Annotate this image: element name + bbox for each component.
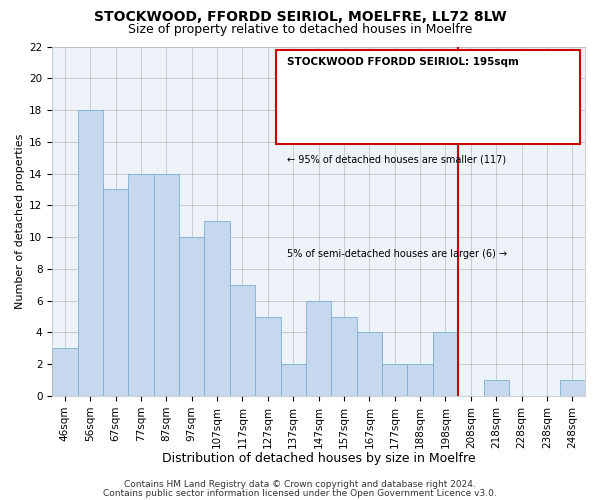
Bar bbox=[128, 174, 154, 396]
Bar bbox=[560, 380, 585, 396]
Bar bbox=[433, 332, 458, 396]
Text: ← 95% of detached houses are smaller (117): ← 95% of detached houses are smaller (11… bbox=[287, 155, 506, 165]
Text: 5% of semi-detached houses are larger (6) →: 5% of semi-detached houses are larger (6… bbox=[287, 249, 507, 259]
FancyBboxPatch shape bbox=[276, 50, 580, 144]
Bar bbox=[331, 316, 356, 396]
Bar bbox=[154, 174, 179, 396]
Text: STOCKWOOD FFORDD SEIRIOL: 195sqm: STOCKWOOD FFORDD SEIRIOL: 195sqm bbox=[287, 57, 518, 67]
Text: Size of property relative to detached houses in Moelfre: Size of property relative to detached ho… bbox=[128, 22, 472, 36]
Bar bbox=[255, 316, 281, 396]
Bar bbox=[382, 364, 407, 396]
Y-axis label: Number of detached properties: Number of detached properties bbox=[15, 134, 25, 309]
Bar bbox=[179, 237, 205, 396]
Bar bbox=[356, 332, 382, 396]
X-axis label: Distribution of detached houses by size in Moelfre: Distribution of detached houses by size … bbox=[162, 452, 475, 465]
Bar bbox=[77, 110, 103, 396]
Text: STOCKWOOD, FFORDD SEIRIOL, MOELFRE, LL72 8LW: STOCKWOOD, FFORDD SEIRIOL, MOELFRE, LL72… bbox=[94, 10, 506, 24]
Bar bbox=[407, 364, 433, 396]
Bar bbox=[281, 364, 306, 396]
Bar bbox=[103, 190, 128, 396]
Text: Contains public sector information licensed under the Open Government Licence v3: Contains public sector information licen… bbox=[103, 488, 497, 498]
Bar bbox=[230, 285, 255, 396]
Text: Contains HM Land Registry data © Crown copyright and database right 2024.: Contains HM Land Registry data © Crown c… bbox=[124, 480, 476, 489]
Bar bbox=[306, 300, 331, 396]
Bar bbox=[52, 348, 77, 396]
Bar bbox=[484, 380, 509, 396]
Bar bbox=[205, 221, 230, 396]
